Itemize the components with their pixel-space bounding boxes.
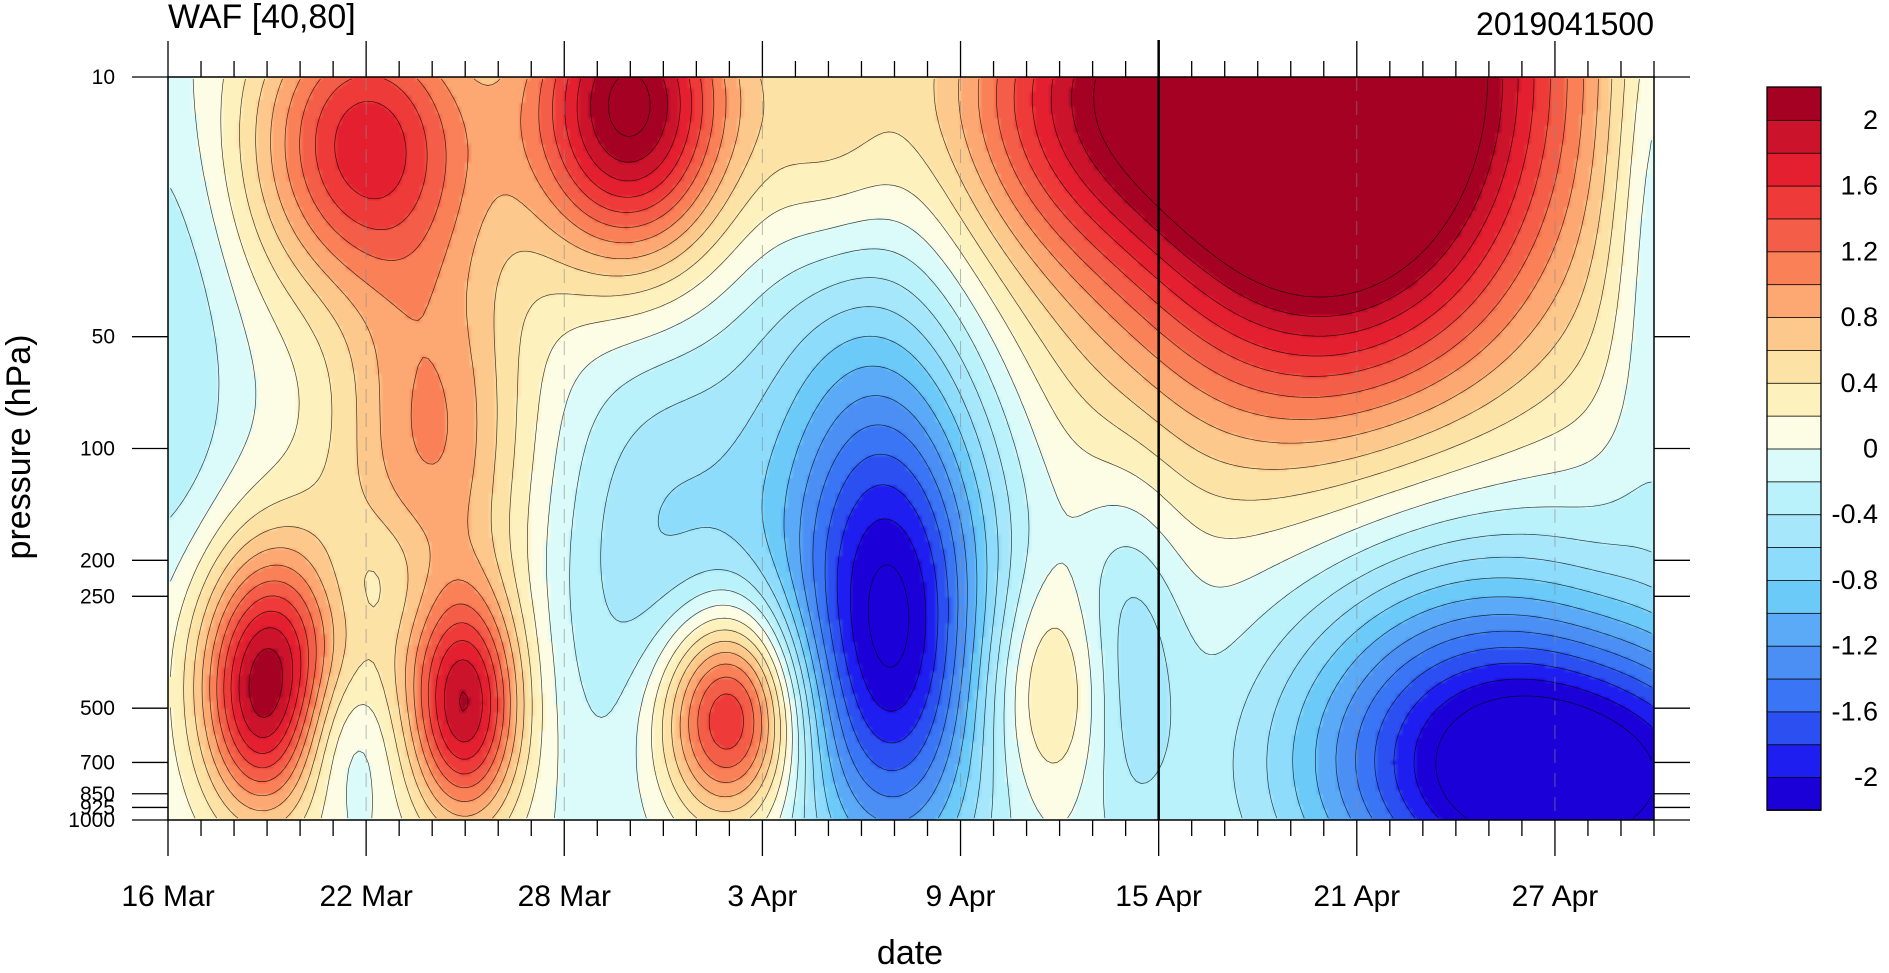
colorbar-label: -1.2: [1831, 631, 1878, 661]
colorbar: 2 1.6 1.2 0.8 0.4 0 -0.4 -0.8 -1.2 -1.6 -2: [1766, 86, 1878, 811]
colorbar-swatch: [1766, 711, 1822, 746]
x-tick-label: 3 Apr: [727, 880, 797, 913]
colorbar-swatch: [1766, 513, 1822, 548]
y-tick-label: 500: [80, 697, 115, 720]
colorbar-label: 0.8: [1840, 302, 1878, 332]
colorbar-swatch: [1766, 349, 1822, 384]
colorbar-frame: [1766, 86, 1822, 811]
y-tick-label: 100: [80, 438, 115, 461]
y-tick-label: 850: [80, 783, 115, 806]
x-tick-label: 16 Mar: [121, 880, 214, 913]
colorbar-label: -0.8: [1831, 565, 1878, 595]
x-tick-label: 21 Apr: [1313, 880, 1400, 913]
y-tick-label: 50: [92, 326, 115, 349]
colorbar-swatch: [1766, 250, 1822, 286]
x-tick-label: 27 Apr: [1512, 880, 1599, 913]
colorbar-label: 2: [1863, 105, 1878, 135]
y-tick-label: 200: [80, 549, 115, 572]
x-axis-ticks: 16 Mar 22 Mar 28 Mar 3 Apr 9 Apr 15 Apr 21 Apr…: [121, 41, 1655, 913]
colorbar-label: 0: [1863, 434, 1878, 464]
chart-title: WAF [40,80]: [168, 0, 356, 36]
colorbar-swatch: [1766, 152, 1822, 187]
y-tick-label: 250: [80, 585, 115, 608]
colorbar-swatch: [1766, 283, 1822, 318]
colorbar-swatch: [1766, 86, 1822, 121]
colorbar-swatch: [1766, 415, 1822, 450]
colorbar-swatch: [1766, 448, 1822, 483]
colorbar-label: 1.2: [1840, 236, 1878, 266]
x-axis-label: date: [877, 934, 943, 968]
run-label: 2019041500: [1476, 6, 1654, 42]
x-tick-label: 15 Apr: [1115, 880, 1202, 913]
colorbar-label: 0.4: [1840, 368, 1878, 398]
colorbar-swatch: [1766, 612, 1822, 647]
colorbar-swatch: [1766, 119, 1822, 154]
colorbar-label: -2: [1854, 762, 1878, 792]
colorbar-swatch: [1766, 579, 1822, 614]
colorbar-label: -1.6: [1831, 696, 1878, 726]
x-tick-label: 28 Mar: [518, 880, 611, 913]
contour-field: [168, 77, 1654, 820]
x-tick-label: 9 Apr: [926, 880, 996, 913]
colorbar-swatch: [1766, 743, 1822, 779]
contour-lines: [170, 78, 1652, 819]
y-tick-label: 700: [80, 751, 115, 774]
colorbar-label: 1.6: [1840, 171, 1878, 201]
y-tick-label: 10: [92, 66, 115, 89]
x-tick-label: 22 Mar: [319, 880, 412, 913]
colorbar-swatch: [1766, 480, 1822, 516]
contour-fill: [168, 77, 1654, 820]
colorbar-swatch: [1766, 645, 1822, 680]
colorbar-swatch: [1766, 776, 1822, 811]
colorbar-swatch: [1766, 546, 1822, 581]
y-tick-label: 1000: [68, 809, 115, 832]
y-axis-label: pressure (hPa): [0, 335, 38, 560]
colorbar-label: -0.4: [1831, 499, 1878, 529]
y-tick-label: 925: [80, 796, 115, 819]
colorbar-swatch: [1766, 185, 1822, 220]
colorbar-swatch: [1766, 218, 1822, 253]
colorbar-swatch: [1766, 316, 1822, 351]
colorbar-swatch: [1766, 382, 1822, 417]
colorbar-swatch: [1766, 678, 1822, 713]
